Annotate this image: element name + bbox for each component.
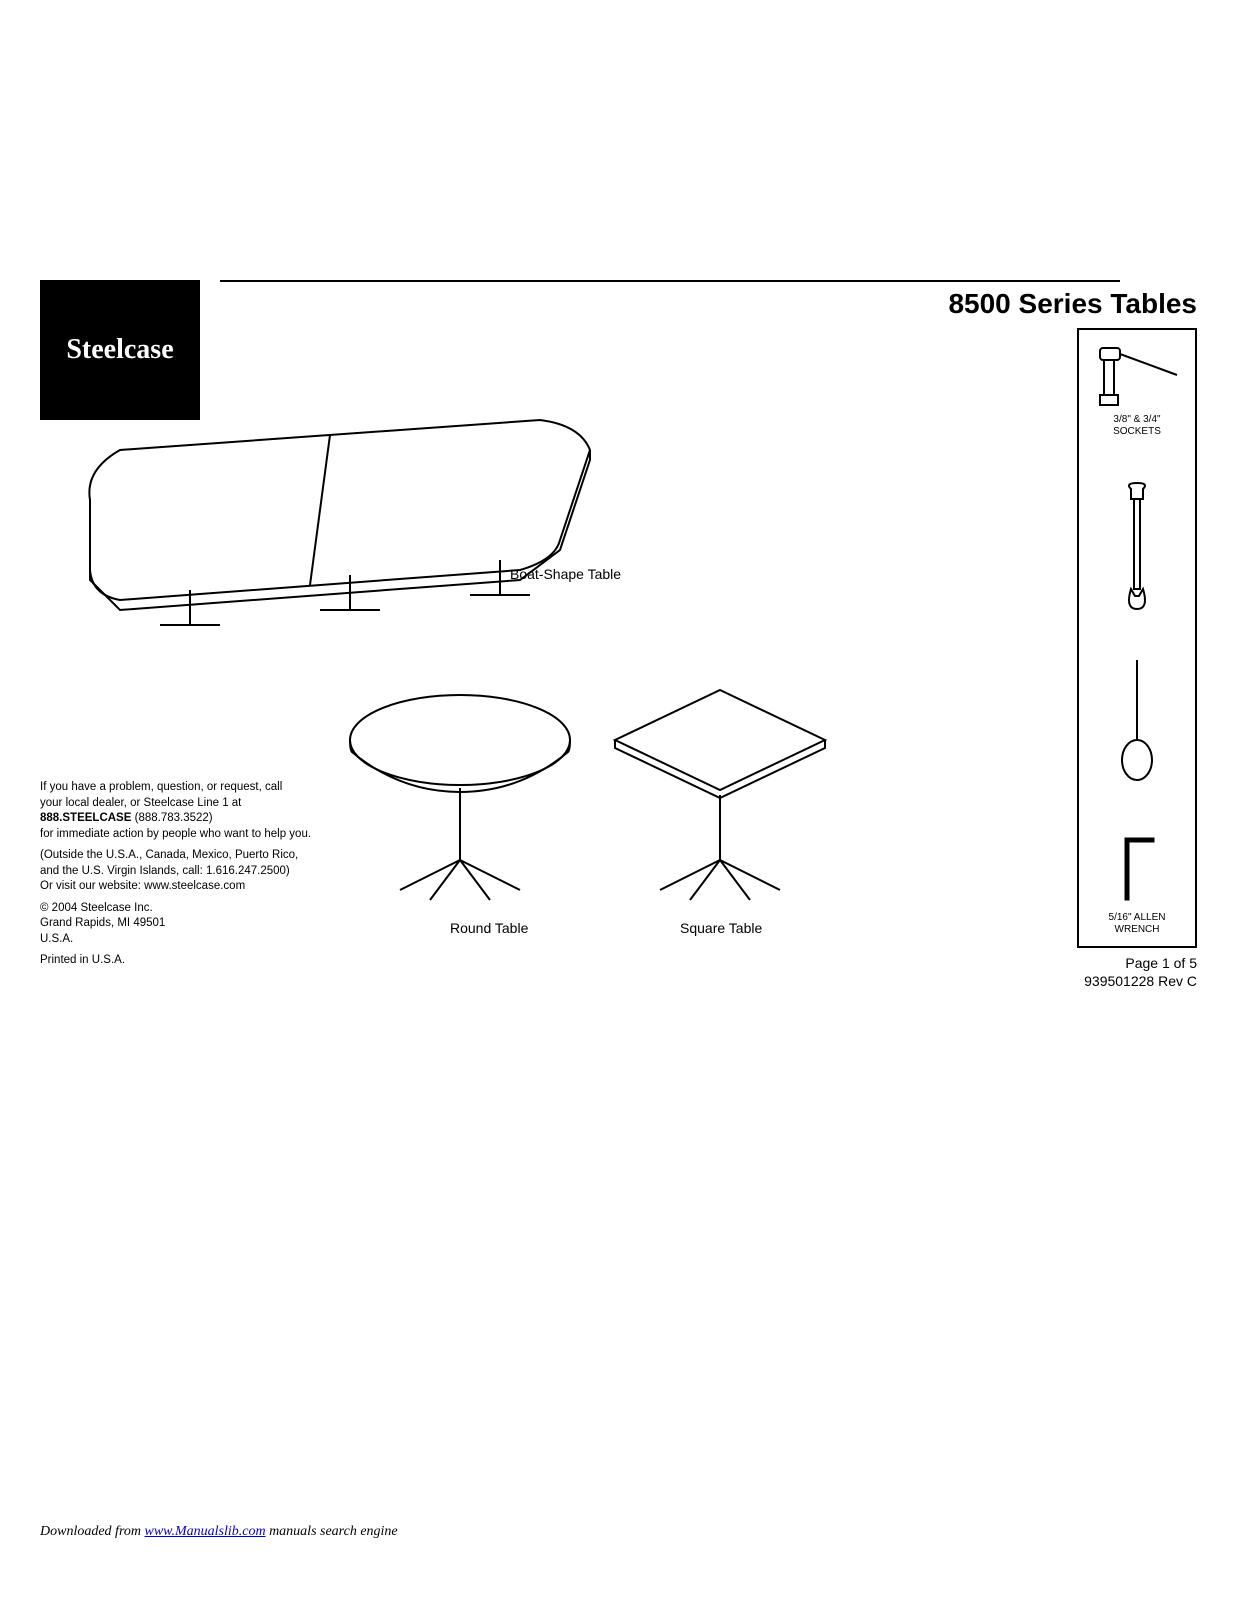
page-number-block: Page 1 of 5 939501228 Rev C [1084, 954, 1197, 990]
sockets-label: 3/8" & 3/4" SOCKETS [1113, 414, 1161, 438]
square-table-label: Square Table [680, 920, 762, 936]
square-table-illustration [600, 680, 840, 910]
round-table-illustration [340, 680, 580, 910]
open-wrench-tool [1117, 481, 1157, 611]
allen-label: 5/16" ALLEN WRENCH [1109, 912, 1166, 936]
phone-label: 888.STEELCASE [40, 812, 131, 824]
boat-table-illustration [80, 400, 600, 640]
awl-tool [1117, 655, 1157, 785]
footer-prefix: Downloaded from [40, 1524, 144, 1539]
divider-rule [220, 280, 1120, 282]
copyright: © 2004 Steelcase Inc. [40, 902, 153, 914]
footer-suffix: manuals search engine [266, 1524, 398, 1539]
manualslib-link[interactable]: www.Manualslib.com [144, 1524, 265, 1539]
allen-wrench-icon [1112, 828, 1162, 908]
tools-panel: 3/8" & 3/4" SOCKETS [1077, 328, 1197, 948]
address-1: Grand Rapids, MI 49501 [40, 917, 165, 929]
awl-icon [1117, 655, 1157, 785]
boat-table-label: Boat-Shape Table [510, 566, 621, 582]
address-2: U.S.A. [40, 933, 73, 945]
phone-number: (888.783.3522) [135, 812, 213, 824]
allen-wrench-tool: 5/16" ALLEN WRENCH [1109, 828, 1166, 936]
socket-wrench-tool: 3/8" & 3/4" SOCKETS [1092, 340, 1182, 438]
manual-page: Steelcase 8500 Series Tables Boat-Shape … [40, 280, 1197, 1000]
open-wrench-icon [1117, 481, 1157, 611]
round-table-label: Round Table [450, 920, 528, 936]
download-footer: Downloaded from www.Manualslib.com manua… [40, 1524, 398, 1540]
contact-info: If you have a problem, question, or requ… [40, 780, 340, 975]
info-line6: Or visit our website: www.steelcase.com [40, 880, 245, 892]
page-title: 8500 Series Tables [948, 288, 1197, 320]
brand-logo-text: Steelcase [66, 334, 173, 366]
socket-wrench-icon [1092, 340, 1182, 410]
page-number: Page 1 of 5 [1084, 954, 1197, 972]
printed-in: Printed in U.S.A. [40, 953, 340, 969]
brand-logo: Steelcase [40, 280, 200, 420]
revision-number: 939501228 Rev C [1084, 972, 1197, 990]
info-line1: If you have a problem, question, or requ… [40, 781, 282, 793]
info-line4: (Outside the U.S.A., Canada, Mexico, Pue… [40, 849, 298, 861]
info-line2: your local dealer, or Steelcase Line 1 a… [40, 797, 241, 809]
info-line3: for immediate action by people who want … [40, 828, 311, 840]
info-line5: and the U.S. Virgin Islands, call: 1.616… [40, 865, 290, 877]
